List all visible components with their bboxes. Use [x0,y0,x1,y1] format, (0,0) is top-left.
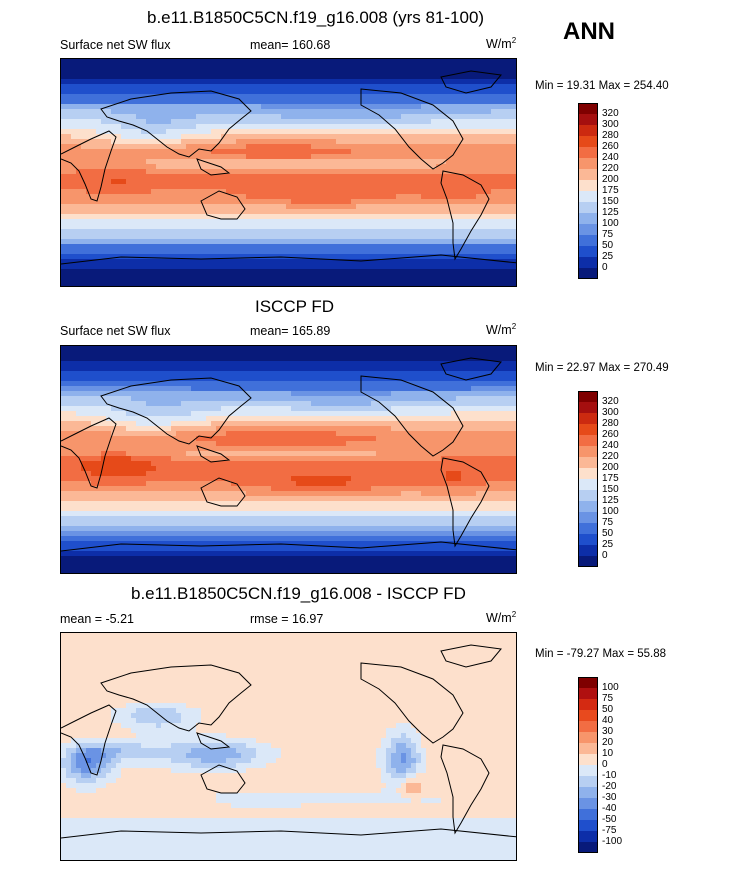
colorbar-tick-label: 50 [602,704,614,715]
colorbar-tick-label: 100 [602,682,619,693]
panel-3-mean-label: mean = -5.21 [60,612,135,626]
panel-2-mean-label: mean= 165.89 [250,324,331,338]
colorbar-tick-label: -40 [602,803,617,814]
colorbar-tick-label: 40 [602,715,614,726]
colorbar-tick-label: -20 [602,781,617,792]
panel-3-title: b.e11.B1850C5CN.f19_g16.008 - ISCCP FD [131,584,466,603]
colorbar-tick-label: 300 [602,407,619,418]
colorbar-tick-label: 75 [602,517,614,528]
colorbar-tick-label: 75 [602,693,614,704]
colorbar-tick-label: -50 [602,814,617,825]
colorbar-tick-label: 200 [602,462,619,473]
colorbar-tick-label: 175 [602,473,619,484]
panel-3-units: W/m2 [486,610,517,626]
panel-2-units: W/m2 [486,322,517,338]
colorbar-tick-label: 280 [602,418,619,429]
panel-1-mean-label: mean= 160.68 [250,38,331,52]
colorbar-tick-label: 50 [602,528,614,539]
panel-1-units: W/m2 [486,36,517,52]
colorbar-tick-label: 260 [602,141,619,152]
season-label: ANN [563,18,615,45]
colorbar-tick-label: 30 [602,726,614,737]
colorbar-tick-label: 125 [602,207,619,218]
colorbar-frame [578,103,598,279]
colorbar-tick-label: -100 [602,836,623,847]
panel-3-map [60,632,517,861]
colorbar-tick-label: 260 [602,429,619,440]
colorbar-tick-label: 150 [602,196,619,207]
panel-2-title: ISCCP FD [255,297,335,316]
colorbar-tick-label: 0 [602,262,608,273]
colorbar-tick-label: 200 [602,174,619,185]
panel-3-rmse-label: rmse = 16.97 [250,612,324,626]
colorbar-frame [578,391,598,567]
colorbar-tick-label: 25 [602,539,614,550]
colorbar-tick-label: 100 [602,506,619,517]
panel-2-map [60,345,517,574]
colorbar-tick-label: 175 [602,185,619,196]
colorbar-tick-label: 300 [602,119,619,130]
colorbar-tick-label: -75 [602,825,617,836]
colorbar-tick-label: 240 [602,152,619,163]
colorbar-frame [578,677,598,853]
colorbar-tick-label: 320 [602,108,619,119]
colorbar-tick-label: 320 [602,396,619,407]
colorbar-tick-label: 10 [602,748,614,759]
colorbar-tick-label: 20 [602,737,614,748]
panel-1-title: b.e11.B1850C5CN.f19_g16.008 (yrs 81-100) [147,8,485,27]
colorbar-tick-label: 240 [602,440,619,451]
colorbar-tick-label: 100 [602,218,619,229]
colorbar-tick-label: 280 [602,130,619,141]
colorbar-tick-label: 50 [602,240,614,251]
panel-1-map [60,58,517,287]
panel-2-minmax: Min = 22.97 Max = 270.49 [535,362,669,374]
panel-1-minmax: Min = 19.31 Max = 254.40 [535,80,669,92]
panel-3-minmax: Min = -79.27 Max = 55.88 [535,648,667,660]
colorbar-tick-label: 220 [602,451,619,462]
colorbar-tick-label: -10 [602,770,617,781]
colorbar-tick-label: 150 [602,484,619,495]
colorbar-tick-label: 0 [602,550,608,561]
colorbar-tick-label: 220 [602,163,619,174]
colorbar-tick-label: -30 [602,792,617,803]
colorbar-tick-label: 25 [602,251,614,262]
colorbar-tick-label: 0 [602,759,608,770]
colorbar-tick-label: 75 [602,229,614,240]
panel-2-variable-label: Surface net SW flux [60,324,171,338]
panel-1-variable-label: Surface net SW flux [60,38,171,52]
colorbar-tick-label: 125 [602,495,619,506]
